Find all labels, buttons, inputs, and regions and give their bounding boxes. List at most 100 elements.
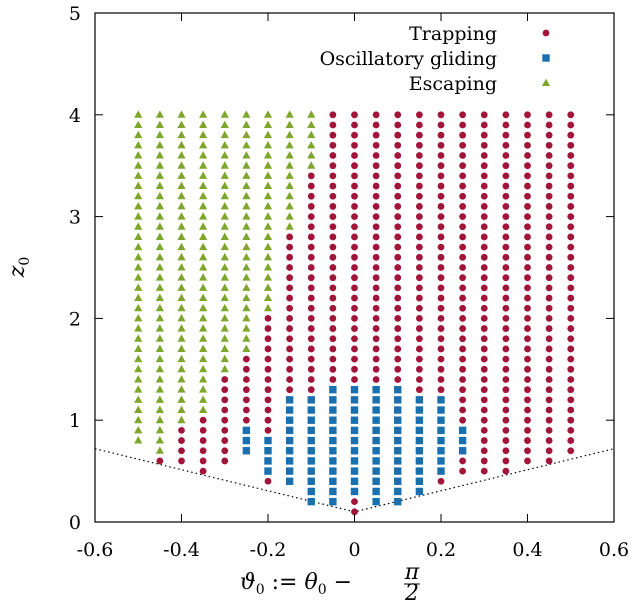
data-point [437,416,445,424]
data-point [134,161,143,169]
data-point [415,487,424,496]
data-point [459,386,467,394]
data-point [199,364,208,373]
data-point [524,304,531,312]
data-point [372,304,380,312]
data-point [480,203,488,210]
data-point [242,324,251,332]
data-point [329,477,337,485]
data-point [567,335,575,343]
data-point [567,233,575,241]
data-point [307,345,315,353]
data-point [155,263,164,271]
data-point [437,355,445,363]
data-point [263,171,273,179]
data-point [221,426,229,434]
data-point [437,111,445,119]
data-point [329,325,337,332]
data-point [351,508,358,516]
data-point [480,345,488,353]
data-point [329,304,337,312]
data-point [285,436,294,445]
data-point [307,467,315,475]
data-point [437,141,445,149]
data-point [329,426,337,435]
data-point [459,233,467,241]
data-point [307,315,315,322]
data-point [134,202,143,210]
data-point [177,293,186,302]
data-point [177,273,186,281]
data-point [263,140,273,149]
data-point [545,203,553,210]
data-point [286,233,294,241]
data-point [502,345,510,353]
data-point [394,477,402,485]
data-point [220,191,229,200]
data-point [220,273,229,281]
data-point [307,264,315,271]
data-point [545,223,553,231]
data-point [329,345,337,353]
data-point [567,152,575,159]
data-point [567,365,575,373]
data-point [134,354,143,363]
data-point [372,213,380,221]
data-point [394,376,402,383]
legend-marker [542,54,550,62]
data-point [286,335,294,343]
data-point [567,386,575,394]
data-point [567,223,575,231]
data-point [545,416,553,424]
data-point [134,314,143,322]
data-point [415,111,423,119]
data-point [567,121,575,129]
data-point [351,376,358,383]
data-point [285,447,294,455]
data-point [394,436,402,445]
data-point [394,447,402,455]
data-point [372,182,380,190]
data-point [177,283,186,291]
data-point [437,345,445,353]
x-tick-label: -0.6 [77,539,114,561]
data-point [177,232,186,240]
data-point [307,426,315,435]
data-point [242,161,251,169]
data-point [177,140,186,149]
data-point [437,315,445,322]
data-point [372,335,380,343]
data-point [437,253,445,261]
data-point [567,447,575,455]
data-point [567,437,575,444]
data-point [285,426,294,435]
data-point [437,477,445,485]
data-point [329,192,337,200]
data-point [567,376,575,383]
data-point [459,152,467,159]
data-point [459,253,467,261]
data-point [329,111,337,119]
data-point [415,213,423,221]
data-point [350,396,359,404]
data-point [459,376,467,383]
data-point [307,192,315,200]
data-point [242,436,251,445]
data-point [524,213,531,221]
data-point [458,447,467,455]
data-point [372,264,380,271]
data-point [263,181,273,190]
data-point [502,355,510,363]
data-point [134,252,143,261]
data-point [177,375,186,383]
data-point [242,365,250,373]
data-point [177,130,186,139]
data-point [199,110,208,118]
data-point [329,416,337,424]
data-point [458,436,467,445]
data-point [221,376,229,383]
data-point [199,202,208,210]
data-point [350,385,359,394]
data-point [545,294,553,302]
data-point [307,355,315,363]
